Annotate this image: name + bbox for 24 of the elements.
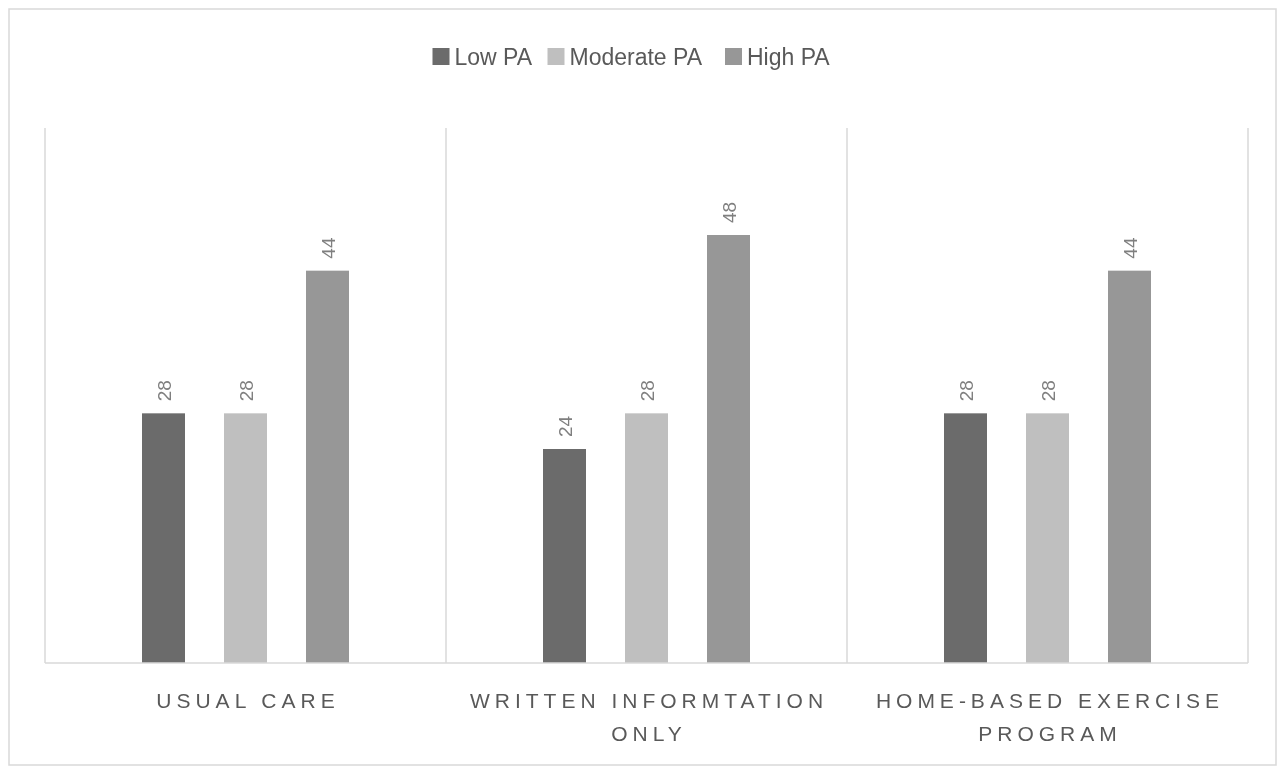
bar xyxy=(944,413,987,663)
data-label: 28 xyxy=(955,380,977,402)
data-label: 28 xyxy=(636,380,658,402)
x-tick-label: USUAL CARE xyxy=(156,689,340,712)
bar xyxy=(1026,413,1069,663)
data-label: 28 xyxy=(235,380,257,402)
data-label: 44 xyxy=(1119,237,1141,259)
bar xyxy=(142,413,185,663)
x-tick-label: WRITTEN INFORMTATION ONLY xyxy=(469,689,829,745)
bar xyxy=(224,413,267,663)
data-label: 24 xyxy=(554,415,576,437)
bar xyxy=(543,449,586,663)
bar xyxy=(1108,270,1151,663)
legend-label: Moderate PA xyxy=(569,44,703,70)
bar xyxy=(306,270,349,663)
data-label: 44 xyxy=(317,237,339,259)
bar xyxy=(707,235,750,663)
data-label: 28 xyxy=(153,380,175,402)
data-label: 48 xyxy=(718,201,740,223)
legend-label: High PA xyxy=(747,44,831,70)
x-tick-label: HOME-BASED EXERCISE PROGRAM xyxy=(875,689,1225,745)
data-label: 28 xyxy=(1037,380,1059,402)
bar xyxy=(625,413,668,663)
legend-label: Low PA xyxy=(454,44,533,70)
